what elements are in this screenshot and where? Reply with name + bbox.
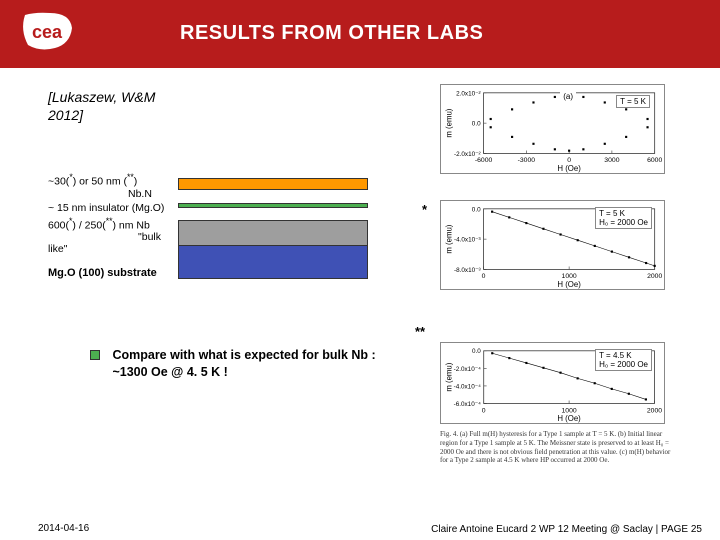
annot-c: T = 4.5 KH₀ = 2000 Oe xyxy=(595,349,652,371)
svg-text:cea: cea xyxy=(32,22,63,42)
star-marker-b: ** xyxy=(415,324,425,339)
cea-logo: cea xyxy=(20,10,75,57)
svg-text:-4.0x10⁻³: -4.0x10⁻³ xyxy=(454,237,481,244)
nbn-layer xyxy=(178,178,368,190)
svg-text:m (emu): m (emu) xyxy=(445,362,454,391)
svg-text:-2.0x10⁻²: -2.0x10⁻² xyxy=(454,151,481,158)
citation-line2: 2012] xyxy=(48,107,83,123)
svg-text:3000: 3000 xyxy=(604,157,619,164)
compare-color-chip xyxy=(90,350,100,360)
svg-text:2000: 2000 xyxy=(647,273,662,280)
svg-text:-4.0x10⁻⁴: -4.0x10⁻⁴ xyxy=(454,383,481,390)
content-area: [Lukaszew, W&M 2012] ~30(*) or 50 nm (**… xyxy=(0,72,720,512)
svg-text:0.0: 0.0 xyxy=(472,206,481,213)
svg-text:0.0: 0.0 xyxy=(472,121,481,128)
svg-text:2.0x10⁻²: 2.0x10⁻² xyxy=(456,90,481,97)
slide-title: RESULTS FROM OTHER LABS xyxy=(180,22,483,45)
svg-text:6000: 6000 xyxy=(647,157,662,164)
citation-line1: [Lukaszew, W&M xyxy=(48,89,155,105)
svg-text:0.0: 0.0 xyxy=(472,348,481,355)
citation-text: [Lukaszew, W&M 2012] xyxy=(48,88,155,124)
svg-text:0: 0 xyxy=(482,407,486,414)
figure-caption: Fig. 4. (a) Full m(H) hysteresis for a T… xyxy=(440,430,675,465)
svg-text:-3000: -3000 xyxy=(518,157,536,164)
header-underline xyxy=(0,64,720,68)
svg-text:-8.0x10⁻³: -8.0x10⁻³ xyxy=(454,267,481,274)
substrate-layer xyxy=(178,245,368,279)
footer-date: 2014-04-16 xyxy=(38,523,89,534)
svg-text:m (emu): m (emu) xyxy=(444,224,453,253)
svg-text:H (Oe): H (Oe) xyxy=(557,164,581,173)
chart-hysteresis: -6000-3000030006000-2.0x10⁻²0.02.0x10⁻²H… xyxy=(440,84,665,174)
panel-label-a: (a) xyxy=(560,91,576,102)
footer-right: Claire Antoine Eucard 2 WP 12 Meeting @ … xyxy=(431,524,702,535)
annot-b: T = 5 KH₀ = 2000 Oe xyxy=(595,207,652,229)
nbn-label: ~30(*) or 50 nm (**) Nb.N xyxy=(48,172,178,200)
substrate-label: Mg.O (100) substrate xyxy=(48,267,178,279)
svg-text:-6.0x10⁻⁴: -6.0x10⁻⁴ xyxy=(454,401,481,408)
chart-linear-c: 010002000-6.0x10⁻⁴-4.0x10⁻⁴-2.0x10⁻⁴0.0H… xyxy=(440,342,665,424)
svg-text:H (Oe): H (Oe) xyxy=(557,280,581,289)
svg-text:0: 0 xyxy=(482,273,486,280)
insulator-layer xyxy=(178,203,368,208)
nb-layer xyxy=(178,220,368,246)
insulator-label: ~ 15 nm insulator (Mg.O) xyxy=(48,202,178,214)
star-marker-a: * xyxy=(422,202,427,217)
svg-text:H (Oe): H (Oe) xyxy=(557,414,581,423)
svg-text:-2.0x10⁻⁴: -2.0x10⁻⁴ xyxy=(454,366,481,373)
nb-label: 600(*) / 250(**) nm Nb "bulk like" xyxy=(48,216,178,256)
compare-note: Compare with what is expected for bulk N… xyxy=(90,347,400,381)
chart-linear-b: 010002000-8.0x10⁻³-4.0x10⁻³0.0H (Oe)m (e… xyxy=(440,200,665,290)
svg-text:m (emu): m (emu) xyxy=(444,108,453,137)
layer-stack-diagram: ~30(*) or 50 nm (**) Nb.N ~ 15 nm insula… xyxy=(48,172,378,285)
compare-text: Compare with what is expected for bulk N… xyxy=(112,347,392,381)
annot-a: T = 5 K xyxy=(616,95,650,108)
header-bar: cea RESULTS FROM OTHER LABS xyxy=(0,0,720,64)
svg-text:2000: 2000 xyxy=(647,407,662,414)
svg-text:-6000: -6000 xyxy=(475,157,493,164)
